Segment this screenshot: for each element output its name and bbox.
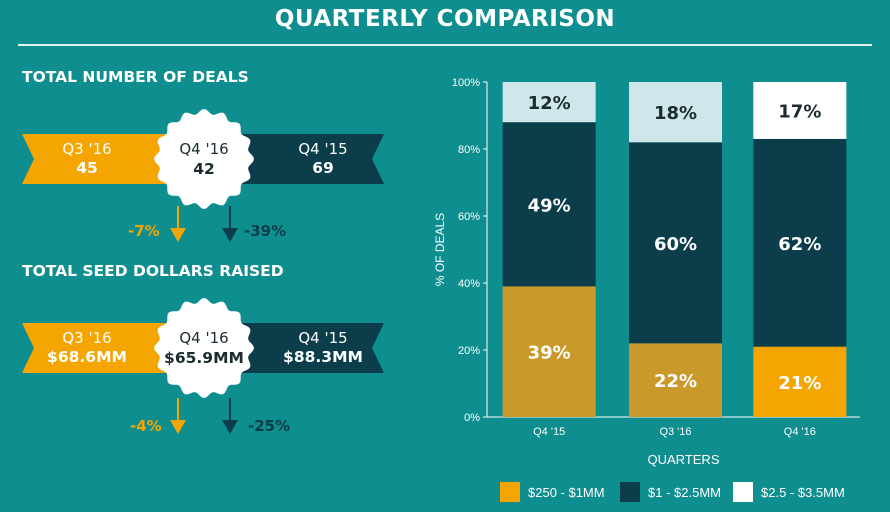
down-arrow-orange-icon [170, 206, 186, 242]
deals-q4-16-value: 42 [193, 160, 215, 178]
legend-item-1: $250 - $1MM [500, 482, 605, 502]
deals-q4-16-quarter: Q4 '16 [179, 140, 229, 158]
legend-item-2: $1 - $2.5MM [620, 482, 721, 502]
seed-q4-15-ribbon: Q4 '15 $88.3MM [232, 323, 384, 373]
y-tick-label: 20% [458, 345, 480, 357]
bar-segment [629, 142, 722, 344]
bar-segment [502, 122, 596, 287]
down-arrow-dark-icon [222, 206, 238, 242]
legend-label-2: $1 - $2.5MM [648, 484, 721, 500]
page-title: QUARTERLY COMPARISON [274, 6, 616, 32]
legend-item-3: $2.5 - $3.5MM [733, 482, 845, 502]
bar-segment [502, 82, 596, 123]
stacked-bar-chart: 0% 20% 40% 60% 80% 100% % OF DEALS 39% 49% 12% Q4 … [433, 77, 860, 467]
x-tick-label: Q4 '15 [533, 426, 565, 438]
bar-segment [753, 82, 847, 139]
deals-change-q3: -7% [128, 222, 160, 240]
seed-change-q3: -4% [130, 417, 162, 435]
data-label: 22% [654, 371, 697, 392]
y-tick-label: 100% [452, 77, 480, 89]
data-label: 18% [654, 103, 697, 124]
deals-q3-16-value: 45 [76, 159, 98, 177]
deals-q3-16-quarter: Q3 '16 [62, 140, 112, 158]
deals-q4-16-badge: Q4 '16 42 [152, 107, 256, 211]
seed-change-q4-15: -25% [248, 417, 291, 435]
data-label: 39% [528, 343, 571, 364]
legend-swatch-1 [500, 482, 520, 502]
seed-q4-16-quarter: Q4 '16 [179, 329, 229, 347]
data-label: 62% [778, 234, 821, 255]
title-divider [18, 44, 872, 46]
y-axis-title: % OF DEALS [433, 213, 447, 286]
seed-q4-16-value: $65.9MM [164, 349, 244, 367]
data-label: 49% [528, 195, 571, 216]
seed-section-label: TOTAL SEED DOLLARS RAISED [22, 262, 284, 280]
deals-q4-15-ribbon: Q4 '15 69 [232, 134, 384, 184]
deals-q4-15-value: 69 [312, 159, 334, 177]
data-label: 21% [778, 373, 821, 394]
data-label: 17% [778, 101, 821, 122]
data-label: 12% [528, 93, 571, 114]
legend-swatch-2 [620, 482, 640, 502]
down-arrow-dark-icon [222, 398, 238, 434]
y-tick-label: 60% [458, 211, 480, 223]
y-tick-label: 80% [458, 144, 480, 156]
deals-q3-16-ribbon: Q3 '16 45 [22, 134, 172, 184]
legend-label-1: $250 - $1MM [528, 484, 605, 500]
bar-segment [753, 346, 847, 417]
data-label: 60% [654, 234, 697, 255]
scalloped-badge-shape [154, 298, 254, 398]
seed-q3-16-ribbon: Q3 '16 $68.6MM [22, 323, 172, 373]
deals-section-label: TOTAL NUMBER OF DEALS [22, 68, 249, 86]
y-tick-label: 40% [458, 278, 480, 290]
deals-change-q4-15: -39% [244, 222, 287, 240]
deals-q4-15-quarter: Q4 '15 [298, 140, 348, 158]
seed-q4-15-value: $88.3MM [283, 348, 363, 366]
legend-label-3: $2.5 - $3.5MM [761, 484, 845, 500]
bar-segment [753, 138, 847, 347]
legend-swatch-3 [733, 482, 753, 502]
scalloped-badge-shape [154, 109, 254, 209]
down-arrow-orange-icon [170, 398, 186, 434]
seed-q3-16-value: $68.6MM [47, 348, 127, 366]
bar-segment [629, 343, 722, 417]
seed-q4-15-quarter: Q4 '15 [298, 329, 348, 347]
x-tick-label: Q3 '16 [659, 426, 691, 438]
x-axis-title: QUARTERS [648, 452, 720, 467]
bar-segment [502, 286, 596, 417]
x-tick-label: Q4 '16 [784, 426, 816, 438]
y-tick-label: 0% [464, 412, 480, 424]
bar-segment [629, 82, 722, 143]
seed-q4-16-badge: Q4 '16 $65.9MM [152, 296, 256, 400]
seed-q3-16-quarter: Q3 '16 [62, 329, 112, 347]
